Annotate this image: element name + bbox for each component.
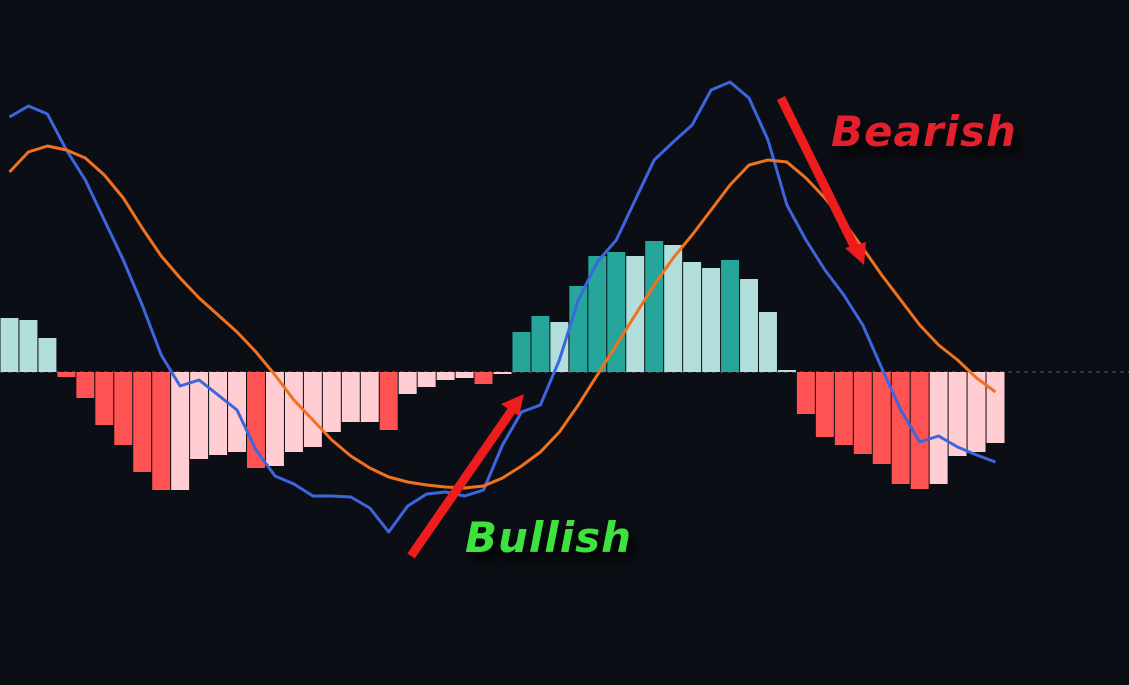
histogram-bar [588, 256, 607, 372]
histogram-bar [493, 372, 512, 374]
histogram-bar [702, 268, 721, 372]
histogram-bar [19, 320, 38, 372]
histogram-bar [796, 372, 815, 414]
histogram-bar [360, 372, 379, 422]
histogram-bar [265, 372, 284, 466]
histogram-bar [740, 279, 758, 372]
histogram-bar [76, 372, 95, 398]
histogram-bar [133, 372, 152, 472]
histogram-bar [607, 252, 626, 372]
bearish-arrow [776, 96, 861, 252]
histogram-bar [0, 318, 19, 372]
bullish-arrow [407, 407, 516, 559]
histogram-bar [834, 372, 853, 445]
histogram-bar [645, 241, 664, 372]
histogram-bar [398, 372, 417, 394]
histogram-bar [967, 372, 986, 452]
bullish-label: Bullish [465, 513, 632, 562]
histogram-bar [721, 260, 740, 372]
histogram-bar [379, 372, 398, 430]
histogram-bar [683, 262, 702, 372]
histogram-bar [929, 372, 948, 484]
histogram-bar [171, 372, 190, 490]
histogram-bar [455, 372, 474, 378]
histogram-bar [436, 372, 455, 380]
histogram-bar [209, 372, 228, 455]
histogram-bar [777, 370, 796, 372]
line-series [8, 80, 997, 534]
histogram-bar [664, 245, 683, 372]
histogram-bar [322, 372, 341, 432]
histogram-bar [152, 372, 171, 490]
histogram-bar [474, 372, 493, 384]
histogram-bar [531, 316, 550, 372]
arrows [407, 96, 866, 559]
bullish-arrowhead [501, 394, 524, 416]
histogram-bar [190, 372, 209, 459]
histogram-bar [284, 372, 303, 452]
histogram-bar [512, 332, 531, 372]
histogram-bar [758, 312, 777, 372]
histogram-bar [341, 372, 360, 422]
bearish-arrowhead [845, 242, 866, 265]
histogram-bar [569, 286, 588, 372]
histogram-bar [815, 372, 834, 437]
histogram-bar [38, 338, 57, 372]
histogram-bar [986, 372, 1005, 443]
histogram-bar [114, 372, 133, 445]
histogram-bar [891, 372, 910, 484]
histogram-bar [550, 322, 569, 372]
histogram-bar [872, 372, 891, 464]
histogram-bar [247, 372, 265, 468]
histogram-bar [303, 372, 322, 447]
histogram-bar [948, 372, 967, 456]
histogram-bar [95, 372, 114, 425]
histogram-bar [853, 372, 872, 454]
bearish-label: Bearish [831, 107, 1017, 156]
histogram-bar [910, 372, 929, 489]
histogram-bar [417, 372, 436, 387]
histogram-bar [57, 372, 76, 377]
